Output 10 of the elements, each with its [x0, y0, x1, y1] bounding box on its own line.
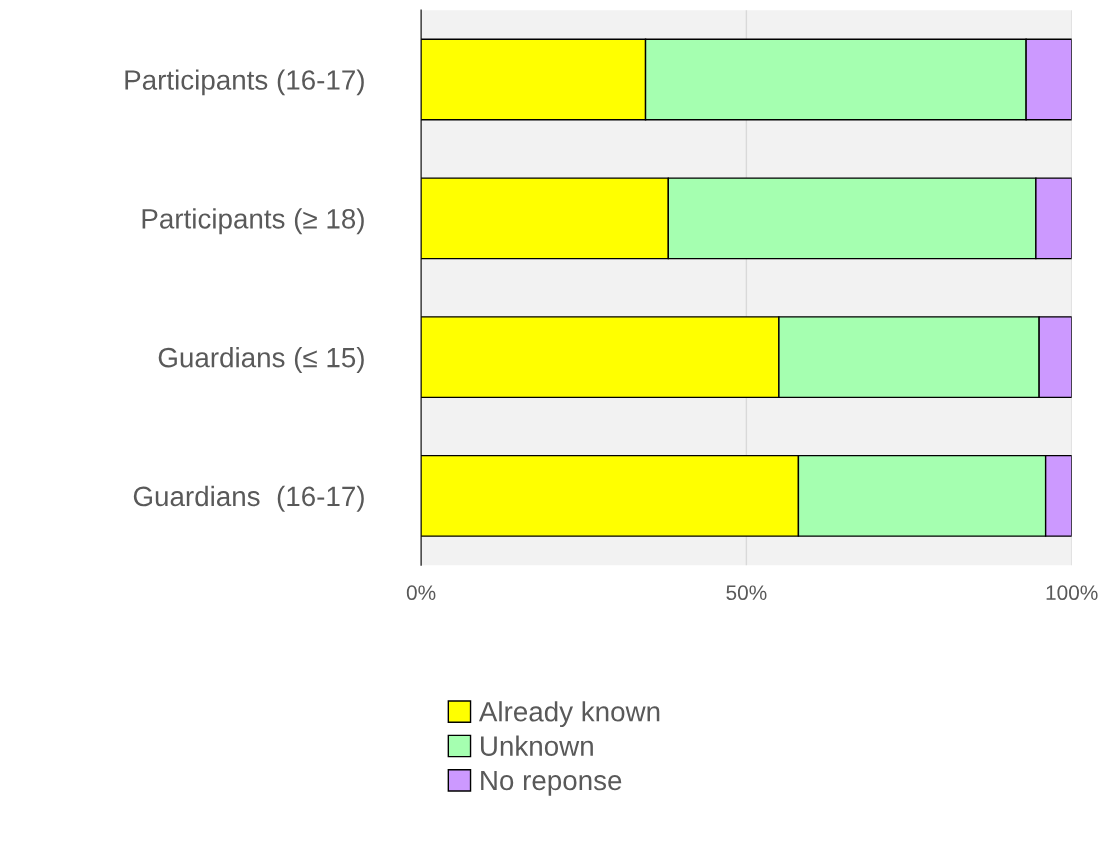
x-tick-label: 100% — [1046, 585, 1098, 601]
y-tick-label: Guardians (16-17) — [133, 485, 364, 512]
y-tick-label: Participants (16-17) — [125, 69, 364, 96]
legend-label: No reponse — [481, 770, 622, 796]
legend-label: Unknown — [481, 735, 593, 756]
legend-label: Already known — [478, 701, 660, 728]
y-tick-label: Participants (≥ 18) — [142, 208, 364, 235]
y-tick-label: Guardians (≤ 15) — [158, 347, 364, 373]
x-tick-label: 0% — [406, 585, 436, 601]
x-tick-label: 50% — [726, 585, 767, 601]
